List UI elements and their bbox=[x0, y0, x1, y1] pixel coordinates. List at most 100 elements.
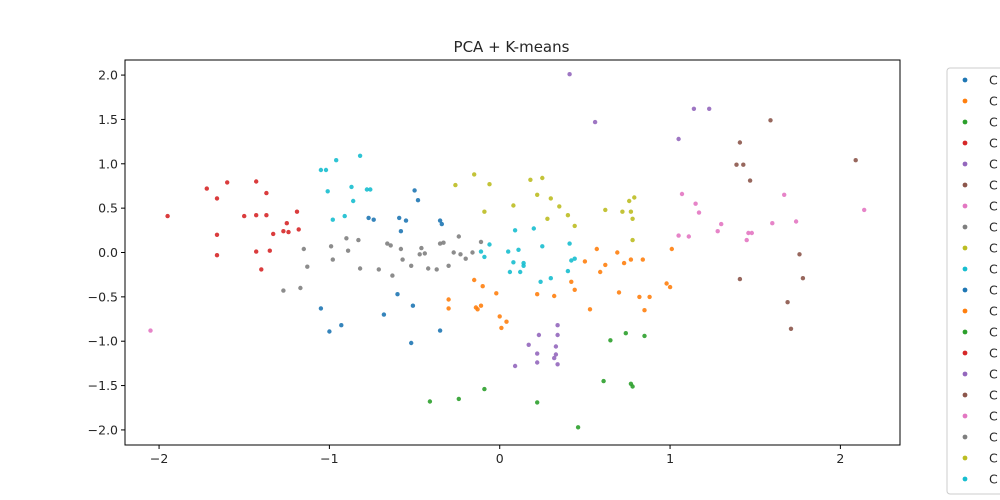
legend-label: C bbox=[989, 115, 998, 130]
point-cluster-7-28 bbox=[463, 256, 468, 261]
point-cluster-6-13 bbox=[793, 219, 799, 224]
point-cluster-9-16 bbox=[511, 260, 516, 265]
point-cluster-2-4 bbox=[575, 425, 581, 430]
point-cluster-2-10 bbox=[642, 333, 647, 339]
point-cluster-2-0 bbox=[427, 399, 433, 404]
legend-marker bbox=[962, 413, 968, 419]
point-cluster-1-26 bbox=[642, 308, 647, 313]
point-cluster-9-17 bbox=[512, 228, 518, 233]
point-cluster-2-1 bbox=[456, 396, 461, 402]
point-cluster-1-12 bbox=[552, 293, 557, 299]
point-cluster-3-12 bbox=[264, 213, 269, 218]
legend-label: C bbox=[989, 409, 998, 424]
point-cluster-9-22 bbox=[531, 226, 536, 231]
legend-label: C bbox=[989, 304, 998, 319]
point-cluster-9-10 bbox=[368, 187, 373, 192]
point-cluster-0-3 bbox=[366, 215, 371, 221]
point-cluster-3-13 bbox=[267, 248, 272, 253]
point-cluster-2-7 bbox=[623, 331, 628, 336]
point-cluster-9-21 bbox=[521, 260, 526, 266]
point-cluster-6-8 bbox=[744, 237, 749, 243]
y-tick-label: −1.0 bbox=[88, 334, 118, 349]
point-cluster-0-4 bbox=[371, 217, 376, 222]
point-cluster-5-1 bbox=[737, 140, 743, 145]
point-cluster-7-14 bbox=[398, 246, 404, 252]
point-cluster-4-2 bbox=[535, 351, 540, 356]
y-tick-label: 0.5 bbox=[98, 201, 118, 216]
point-cluster-8-4 bbox=[511, 203, 516, 208]
point-cluster-0-1 bbox=[327, 329, 332, 334]
point-cluster-2-3 bbox=[535, 400, 540, 405]
point-cluster-9-9 bbox=[364, 187, 370, 192]
point-cluster-9-1 bbox=[323, 167, 329, 173]
point-cluster-7-23 bbox=[441, 240, 446, 245]
point-cluster-1-5 bbox=[478, 303, 484, 308]
point-cluster-4-10 bbox=[555, 323, 560, 328]
point-cluster-9-15 bbox=[507, 269, 513, 275]
point-cluster-1-18 bbox=[598, 269, 603, 275]
point-cluster-9-26 bbox=[565, 268, 571, 274]
legend-marker bbox=[962, 434, 968, 440]
point-cluster-1-8 bbox=[497, 314, 502, 319]
point-cluster-0-6 bbox=[395, 292, 400, 297]
point-cluster-9-7 bbox=[351, 198, 356, 204]
point-cluster-4-4 bbox=[536, 332, 542, 338]
point-cluster-7-6 bbox=[344, 236, 349, 241]
x-tick-label: 0 bbox=[496, 451, 504, 466]
y-tick-label: 1.5 bbox=[98, 112, 118, 127]
x-axis: −2 −1 0 1 2 bbox=[150, 445, 844, 466]
point-cluster-4-14 bbox=[691, 106, 697, 112]
legend-marker bbox=[962, 77, 968, 83]
point-cluster-7-7 bbox=[345, 248, 351, 253]
point-cluster-9-24 bbox=[540, 244, 545, 249]
point-cluster-5-5 bbox=[737, 276, 743, 282]
point-cluster-4-7 bbox=[553, 352, 559, 357]
point-cluster-2-2 bbox=[482, 386, 487, 392]
point-cluster-7-4 bbox=[328, 244, 334, 249]
point-cluster-3-18 bbox=[294, 209, 300, 214]
point-cluster-8-7 bbox=[540, 175, 545, 181]
point-cluster-9-28 bbox=[569, 258, 574, 263]
point-cluster-6-12 bbox=[782, 192, 787, 197]
legend-label: C bbox=[989, 94, 998, 109]
point-cluster-9-12 bbox=[482, 254, 487, 260]
legend-marker bbox=[962, 350, 968, 356]
point-cluster-6-0 bbox=[148, 328, 153, 333]
legend-label: C bbox=[989, 199, 998, 214]
legend-marker bbox=[962, 203, 968, 209]
legend-label: C bbox=[989, 241, 998, 256]
x-tick-label: 2 bbox=[836, 451, 844, 466]
point-cluster-6-10 bbox=[749, 230, 754, 236]
point-cluster-7-12 bbox=[388, 243, 393, 248]
point-cluster-8-0 bbox=[453, 182, 458, 188]
point-cluster-8-2 bbox=[482, 209, 487, 214]
point-cluster-6-3 bbox=[686, 234, 691, 239]
point-cluster-9-4 bbox=[334, 158, 339, 163]
point-cluster-0-2 bbox=[339, 323, 344, 328]
point-cluster-1-13 bbox=[569, 279, 574, 284]
point-cluster-1-0 bbox=[446, 297, 451, 302]
point-cluster-7-25 bbox=[451, 250, 456, 255]
point-cluster-7-30 bbox=[478, 239, 484, 245]
y-tick-label: −1.5 bbox=[88, 378, 118, 393]
point-cluster-9-14 bbox=[506, 249, 511, 254]
point-cluster-3-16 bbox=[284, 221, 289, 226]
point-cluster-3-15 bbox=[281, 229, 286, 234]
point-cluster-8-14 bbox=[620, 209, 625, 214]
y-tick-label: 2.0 bbox=[98, 68, 118, 83]
point-cluster-8-15 bbox=[627, 198, 632, 204]
y-tick-label: 0.0 bbox=[98, 245, 118, 260]
legend-label: C bbox=[989, 283, 998, 298]
point-cluster-0-9 bbox=[403, 218, 409, 223]
point-cluster-3-8 bbox=[254, 213, 259, 218]
point-cluster-1-19 bbox=[603, 262, 608, 268]
point-cluster-6-9 bbox=[746, 230, 751, 236]
point-cluster-0-16 bbox=[437, 328, 443, 333]
point-cluster-3-9 bbox=[254, 249, 259, 254]
point-cluster-9-25 bbox=[548, 276, 553, 281]
point-cluster-1-29 bbox=[667, 284, 673, 290]
point-cluster-8-9 bbox=[548, 196, 553, 201]
x-tick-label: 1 bbox=[666, 451, 674, 466]
point-cluster-1-20 bbox=[615, 250, 620, 255]
